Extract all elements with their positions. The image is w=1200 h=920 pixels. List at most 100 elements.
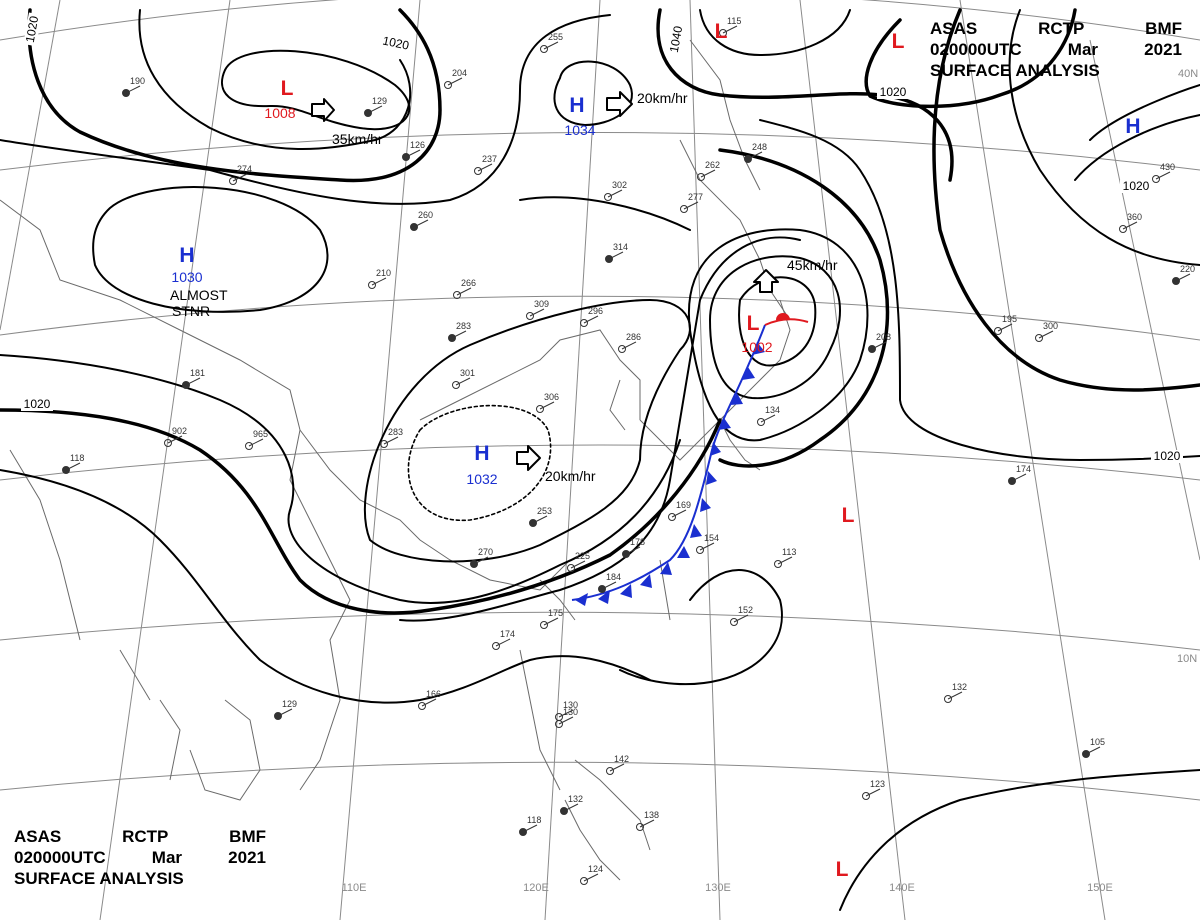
station-circle [567,564,575,572]
station-circle [719,29,727,37]
station-circle [730,618,738,626]
station-pressure-value: 190 [130,76,145,86]
pressure-system-low-ne1: L [715,20,728,43]
latitude-labels: 40N 10N [1177,68,1198,665]
station-pressure-value: 260 [418,210,433,220]
station-circle [555,713,563,721]
station-pressure-value: 309 [534,299,549,309]
station-circle [580,319,588,327]
longitude-label: 130E [705,882,731,894]
station-circle [474,167,482,175]
station-pressure-value: 118 [70,453,84,463]
station-pressure-value: 130 [563,700,578,710]
station-pressure-value: 124 [588,864,603,874]
station-pressure-value: 225 [575,551,590,561]
station-pressure-value: 208 [876,332,891,342]
station-circle [380,440,388,448]
station-circle [994,327,1002,335]
motion-speed-label: 20km/hr [545,468,596,484]
station-pressure-value: 300 [1043,321,1058,331]
station-pressure-value: 262 [705,160,720,170]
station-pressure-value: 248 [752,142,767,152]
motion-labels: 35km/hr 20km/hr ALMOST STNR 20km/hr 45km/hr [170,90,838,484]
station-pressure-value: 253 [537,506,552,516]
pressure-system-high-1034: H 1034 [564,94,595,138]
isobar-label: 1020 [23,12,42,47]
low-pressure-symbol: L [281,77,294,100]
header-station: RCTP [1038,19,1085,38]
station-pressure-value: 132 [952,682,967,692]
station-circle [536,405,544,413]
station-pressure-value: 129 [282,699,297,709]
header-month: Mar [151,848,183,867]
station-pressure-value: 266 [461,278,476,288]
coastlines [0,39,791,881]
station-pressure-value: 302 [612,180,627,190]
header-top-right: ASAS RCTP BMF 020000UTC Mar 2021 SURFACE… [930,18,1182,81]
motion-arrow-icon [311,98,335,122]
station-pressure-value: 152 [738,605,753,615]
high-pressure-symbol: H [179,244,194,267]
station-values: 190 274 204 129 255 115 126 237 262 248 302 277 260 2… [70,16,1195,874]
station-circle [1152,175,1160,183]
svg-text:1020: 1020 [24,397,51,411]
station-pressure-value: 129 [372,96,387,106]
pressure-system-low-ne2: L [892,30,905,53]
motion-arrow-icon [606,91,633,117]
station-pressure-value: 195 [1002,314,1017,324]
station-pressure-value: 132 [568,794,583,804]
isobar-label: 1020 [1151,449,1183,463]
station-circle [418,702,426,710]
header-station: RCTP [122,827,169,846]
station-circle [606,767,614,775]
central-pressure-value: 1032 [466,471,497,487]
isobar-label: 1020 [378,33,413,54]
pressure-system-high-1030: H 1030 [171,244,202,285]
longitude-label: 110E [342,882,367,894]
high-pressure-symbol: H [569,94,584,117]
latitude-label: 10N [1177,653,1197,665]
station-circle [1119,225,1127,233]
motion-arrow-icon [516,445,541,471]
station-circle [580,877,588,885]
station-pressure-value: 902 [172,426,187,436]
isobar-label: 1020 [21,397,53,411]
station-pressure-value: 169 [676,500,691,510]
header-year: 2021 [1144,40,1182,59]
station-pressure-value: 306 [544,392,559,402]
station-circle [757,418,765,426]
svg-text:1020: 1020 [1154,449,1181,463]
station-pressure-value: 360 [1127,212,1142,222]
pressure-system-low-sea: L [842,504,855,527]
pressure-system-low-1008: L 1008 [264,77,295,121]
system-note-label: ALMOST STNR [170,287,228,319]
station-circle [492,642,500,650]
pressure-systems: L 1008 H 1034 H 1030 H 1032 L 1002 H L L L L [171,20,1140,881]
pressure-system-high-1032: H 1032 [466,442,497,487]
low-pressure-symbol: L [836,858,849,881]
cold-front-barbs [575,342,765,606]
station-pressure-value: 115 [727,16,741,26]
station-pressure-value: 283 [388,427,403,437]
header-bottom-left: ASAS RCTP BMF 020000UTC Mar 2021 SURFACE… [14,826,266,889]
station-pressure-value: 314 [613,242,628,252]
motion-speed-label: 45km/hr [787,257,838,273]
station-pressure-value: 965 [253,429,268,439]
station-circle [229,177,237,185]
station-pressure-value: 210 [376,268,391,278]
station-circle [696,546,704,554]
svg-text:1020: 1020 [1123,179,1150,193]
station-circle [618,345,626,353]
header-office: BMF [1145,19,1182,38]
station-pressure-value: 204 [452,68,467,78]
station-pressure-value: 126 [410,140,425,150]
station-pressure-value: 174 [500,629,515,639]
latitude-label: 40N [1178,68,1198,80]
station-circle [604,193,612,201]
longitude-label: 140E [889,882,915,894]
station-pressure-value: 134 [765,405,780,415]
station-circle [944,695,952,703]
central-pressure-value: 1002 [741,339,772,355]
high-pressure-symbol: H [1125,115,1140,138]
